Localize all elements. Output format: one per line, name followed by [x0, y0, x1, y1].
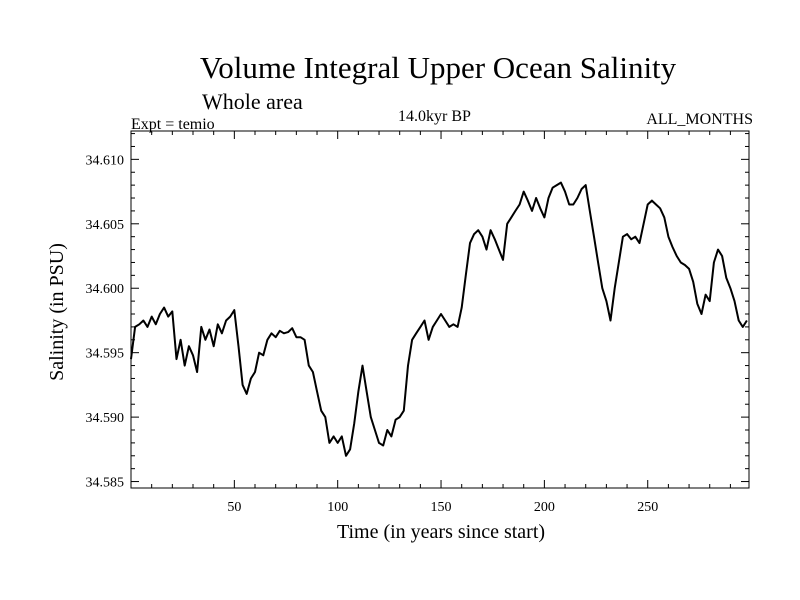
y-tick-label: 34.585 [86, 476, 125, 491]
x-axis-label: Time (in years since start) [337, 521, 545, 543]
y-tick-label: 34.605 [86, 218, 125, 233]
y-tick-label: 34.610 [86, 153, 125, 168]
x-axis-ticks [151, 131, 731, 488]
salinity-series-line [130, 181, 748, 457]
y-tick-label: 34.595 [86, 347, 125, 362]
chart-title: Volume Integral Upper Ocean Salinity [199, 50, 677, 85]
y-axis-tick-labels: 34.585 34.590 34.595 34.600 34.605 34.610 [86, 153, 125, 490]
y-axis-label: Salinity (in PSU) [46, 243, 68, 381]
x-tick-label: 100 [327, 500, 348, 515]
x-tick-label: 250 [637, 500, 658, 515]
x-axis-tick-labels: 50 100 150 200 250 [227, 500, 658, 515]
y-tick-label: 34.600 [86, 282, 125, 297]
chart-subtitle: Whole area [202, 89, 303, 114]
plot-frame [130, 130, 750, 489]
x-tick-label: 50 [227, 500, 241, 515]
months-label: ALL_MONTHS [646, 111, 753, 128]
experiment-label: Expt = temio [131, 116, 215, 133]
x-tick-label: 150 [431, 500, 452, 515]
period-label: 14.0kyr BP [398, 108, 471, 125]
y-axis-ticks [131, 133, 749, 483]
x-tick-label: 200 [534, 500, 555, 515]
y-tick-label: 34.590 [86, 411, 125, 426]
